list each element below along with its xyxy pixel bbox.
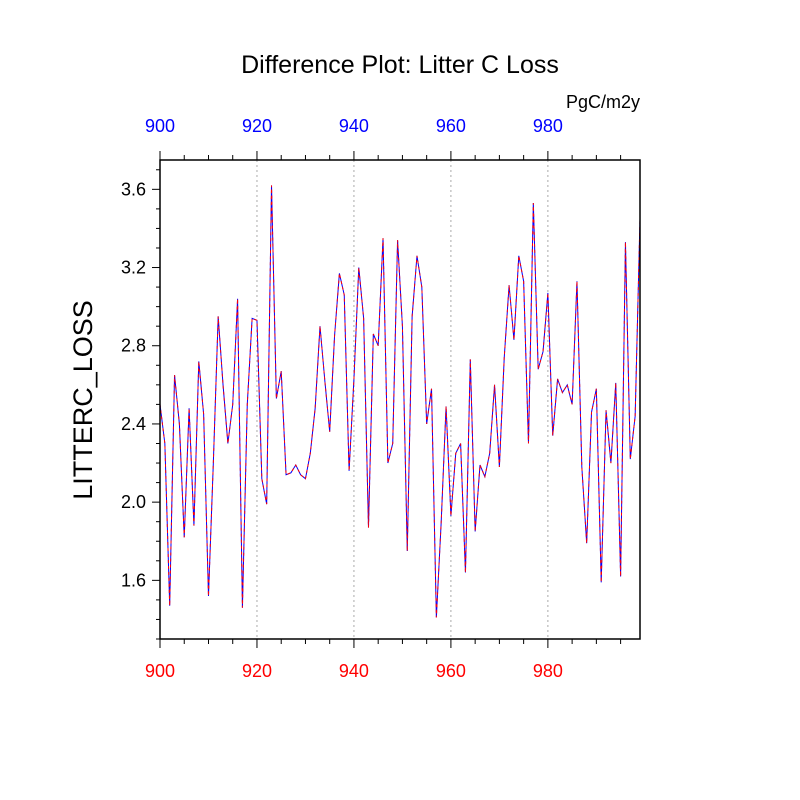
chart-title: Difference Plot: Litter C Loss xyxy=(241,51,559,79)
x-top-tick-label: 900 xyxy=(145,116,175,136)
y-tick-label: 3.2 xyxy=(121,258,146,278)
x-bottom-tick-label: 980 xyxy=(533,661,563,681)
y-tick-label: 1.6 xyxy=(121,570,146,590)
x-top-tick-label: 920 xyxy=(242,116,272,136)
y-tick-label: 2.4 xyxy=(121,414,146,434)
series-line-2 xyxy=(159,185,641,618)
series-line-1 xyxy=(159,185,641,618)
series-lines xyxy=(159,185,641,618)
tick-labels: 1.6 2.0 2.4 2.8 3.2 3.6 900 900 920 920 940 940 960 9… xyxy=(121,116,563,681)
y-tick-label: 2.0 xyxy=(121,492,146,512)
x-bottom-tick-label: 920 xyxy=(242,661,272,681)
x-bottom-tick-label: 900 xyxy=(145,661,175,681)
x-top-tick-label: 980 xyxy=(533,116,563,136)
x-top-tick-label: 940 xyxy=(339,116,369,136)
x-top-tick-label: 960 xyxy=(436,116,466,136)
grid-lines xyxy=(256,160,549,639)
x-bottom-tick-label: 940 xyxy=(339,661,369,681)
y-axis-label: LITTERC_LOSS xyxy=(68,300,98,500)
x-bottom-tick-label: 960 xyxy=(436,661,466,681)
plot-frame xyxy=(159,159,641,640)
y-tick-label: 3.6 xyxy=(121,179,146,199)
y-tick-label: 2.8 xyxy=(121,336,146,356)
units-label: PgC/m2y xyxy=(566,92,640,112)
